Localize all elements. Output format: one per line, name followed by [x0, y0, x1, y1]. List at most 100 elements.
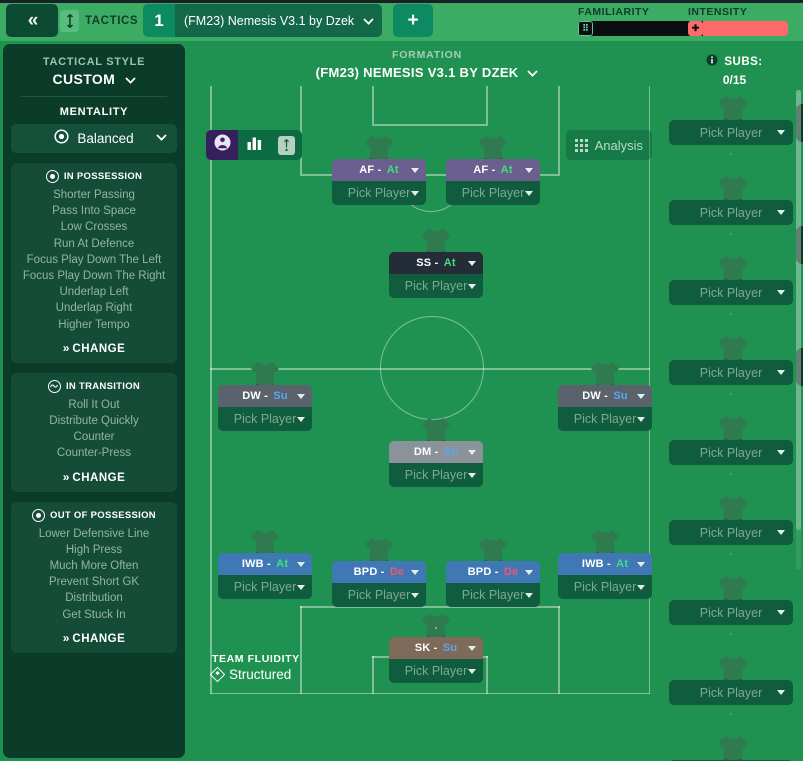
role-dropdown[interactable]: AF - At	[446, 159, 540, 181]
role-dropdown[interactable]: IWB - At	[558, 553, 652, 575]
pick-player-dropdown[interactable]: Pick Player	[389, 274, 483, 298]
pick-player-dropdown[interactable]: Pick Player	[669, 440, 793, 465]
player-card-iwb-6: IWB - At Pick Player	[218, 530, 312, 599]
change-out-of-possession-button[interactable]: » CHANGE	[17, 631, 171, 645]
subs-scrollbar-thumb[interactable]	[796, 90, 801, 530]
chevron-down-icon	[637, 393, 645, 399]
pick-player-dropdown[interactable]: Pick Player	[332, 181, 426, 205]
duty-label: At	[276, 558, 289, 570]
role-dropdown[interactable]: BPD - De	[332, 561, 426, 583]
pick-player-dropdown[interactable]: Pick Player	[669, 120, 793, 145]
player-view-button[interactable]	[206, 130, 238, 160]
sub-slot-3: Pick Player -	[666, 250, 799, 330]
familiarity-badge-icon: ⠿	[578, 21, 593, 36]
chevron-down-icon	[527, 65, 539, 80]
pick-player-label: Pick Player	[233, 412, 297, 426]
penalty-box-bottom-right	[558, 606, 560, 694]
penalty-box-top-left	[300, 86, 302, 174]
pick-player-dropdown[interactable]: Pick Player	[669, 520, 793, 545]
chevron-down-icon	[124, 71, 136, 87]
tactical-style-label: TACTICAL STYLE	[42, 56, 146, 68]
stats-bars-button[interactable]	[238, 130, 270, 160]
role-label: SK - Su	[414, 642, 458, 654]
pick-player-dropdown[interactable]: Pick Player	[669, 200, 793, 225]
list-item: Run At Defence	[53, 237, 135, 250]
pick-player-dropdown[interactable]: Pick Player	[446, 181, 540, 205]
duty-label: At	[500, 164, 513, 176]
pick-player-dropdown[interactable]: Pick Player	[669, 600, 793, 625]
panel-edge-tab[interactable]	[796, 348, 803, 386]
role-dropdown[interactable]: IWB - At	[218, 553, 312, 575]
change-in-possession-button[interactable]: » CHANGE	[17, 341, 171, 355]
list-item: Lower Defensive Line	[38, 527, 150, 540]
tactics-label: TACTICS	[85, 14, 139, 27]
mentality-value: Balanced	[77, 131, 134, 146]
chevron-down-icon	[297, 584, 305, 590]
player-card-dw-4: DW - Su Pick Player	[558, 362, 652, 431]
sub-rating: -	[729, 468, 733, 480]
formation-label: FORMATION	[392, 49, 462, 61]
pick-player-dropdown[interactable]: Pick Player	[389, 659, 483, 683]
role-dropdown[interactable]: DM - Su	[389, 441, 483, 463]
pick-player-dropdown[interactable]: Pick Player	[446, 583, 540, 607]
pick-player-dropdown[interactable]: Pick Player	[669, 680, 793, 705]
tactical-style-dropdown[interactable]: CUSTOM	[11, 71, 177, 87]
phase-card-in-transition: IN TRANSITION Roll It Out Distribute Qui…	[11, 372, 177, 492]
change-in-transition-button[interactable]: » CHANGE	[17, 470, 171, 484]
pick-player-dropdown[interactable]: Pick Player	[669, 360, 793, 385]
role-dropdown[interactable]: DW - Su	[218, 385, 312, 407]
player-card-ss-2: SS - At Pick Player	[389, 229, 483, 298]
intensity-bar: ✚	[688, 21, 788, 36]
phase-title: IN POSSESSION	[63, 171, 143, 182]
pick-player-dropdown[interactable]: Pick Player	[218, 407, 312, 431]
analysis-button[interactable]: Analysis	[565, 130, 652, 160]
pick-player-dropdown[interactable]: Pick Player	[218, 575, 312, 599]
player-card-af-0: AF - At Pick Player	[332, 136, 426, 205]
duty-label: Su	[442, 642, 458, 654]
role-dropdown[interactable]: AF - At	[332, 159, 426, 181]
mentality-dropdown[interactable]: Balanced	[11, 124, 177, 153]
tactic-name-label: (FM23) Nemesis V3.1 by Dzek	[184, 13, 355, 28]
list-item: Distribution	[65, 592, 123, 605]
pick-player-dropdown[interactable]: Pick Player	[558, 575, 652, 599]
subs-scrollbar-track[interactable]	[796, 90, 801, 570]
goal-line-bottom	[210, 692, 650, 694]
pick-player-label: Pick Player	[573, 580, 637, 594]
role-dropdown[interactable]: SK - Su	[389, 637, 483, 659]
height-arrows-button[interactable]	[270, 130, 302, 160]
role-dropdown[interactable]: SS - At	[389, 252, 483, 274]
chevron-down-icon	[777, 610, 785, 615]
collapse-sidebar-button[interactable]: «	[6, 4, 58, 37]
phase-header: IN TRANSITION	[17, 379, 171, 393]
change-label: CHANGE	[72, 471, 126, 484]
pick-player-dropdown[interactable]: Pick Player	[389, 463, 483, 487]
pick-player-label: Pick Player	[347, 588, 411, 602]
intensity-meter: INTENSITY ✚	[688, 6, 788, 36]
chevron-down-icon	[637, 584, 645, 590]
role-dropdown[interactable]: DW - Su	[558, 385, 652, 407]
role-label: IWB - At	[581, 558, 629, 570]
pick-player-dropdown[interactable]: Pick Player	[669, 280, 793, 305]
active-tactic-pill[interactable]: 1 (FM23) Nemesis V3.1 by Dzek	[143, 4, 383, 37]
pick-player-dropdown[interactable]: Pick Player	[558, 407, 652, 431]
tactics-icon	[60, 9, 79, 32]
pitch: Analysis AF - At Pick Player AF - At Pick P…	[202, 86, 658, 694]
panel-edge-tab[interactable]	[796, 226, 803, 264]
chevron-down-icon	[777, 690, 785, 695]
chevron-down-icon	[525, 592, 533, 598]
duty-label: At	[443, 257, 456, 269]
chevron-down-icon	[637, 561, 645, 567]
sub-rating: -	[729, 228, 733, 240]
role-dropdown[interactable]: BPD - De	[446, 561, 540, 583]
intensity-fill	[703, 21, 788, 36]
pitch-center-circle	[380, 316, 484, 420]
panel-edge-tab[interactable]	[796, 104, 803, 142]
info-icon[interactable]	[706, 53, 718, 71]
chevron-down-icon	[777, 290, 785, 295]
add-tactic-button[interactable]: +	[393, 4, 433, 37]
pick-player-dropdown[interactable]: Pick Player	[332, 583, 426, 607]
plus-icon: +	[407, 9, 419, 31]
pick-player-label: Pick Player	[699, 525, 763, 540]
formation-dropdown[interactable]: (FM23) NEMESIS V3.1 BY DZEK	[188, 65, 666, 80]
tactic-name-dropdown[interactable]: (FM23) Nemesis V3.1 by Dzek	[175, 4, 383, 37]
